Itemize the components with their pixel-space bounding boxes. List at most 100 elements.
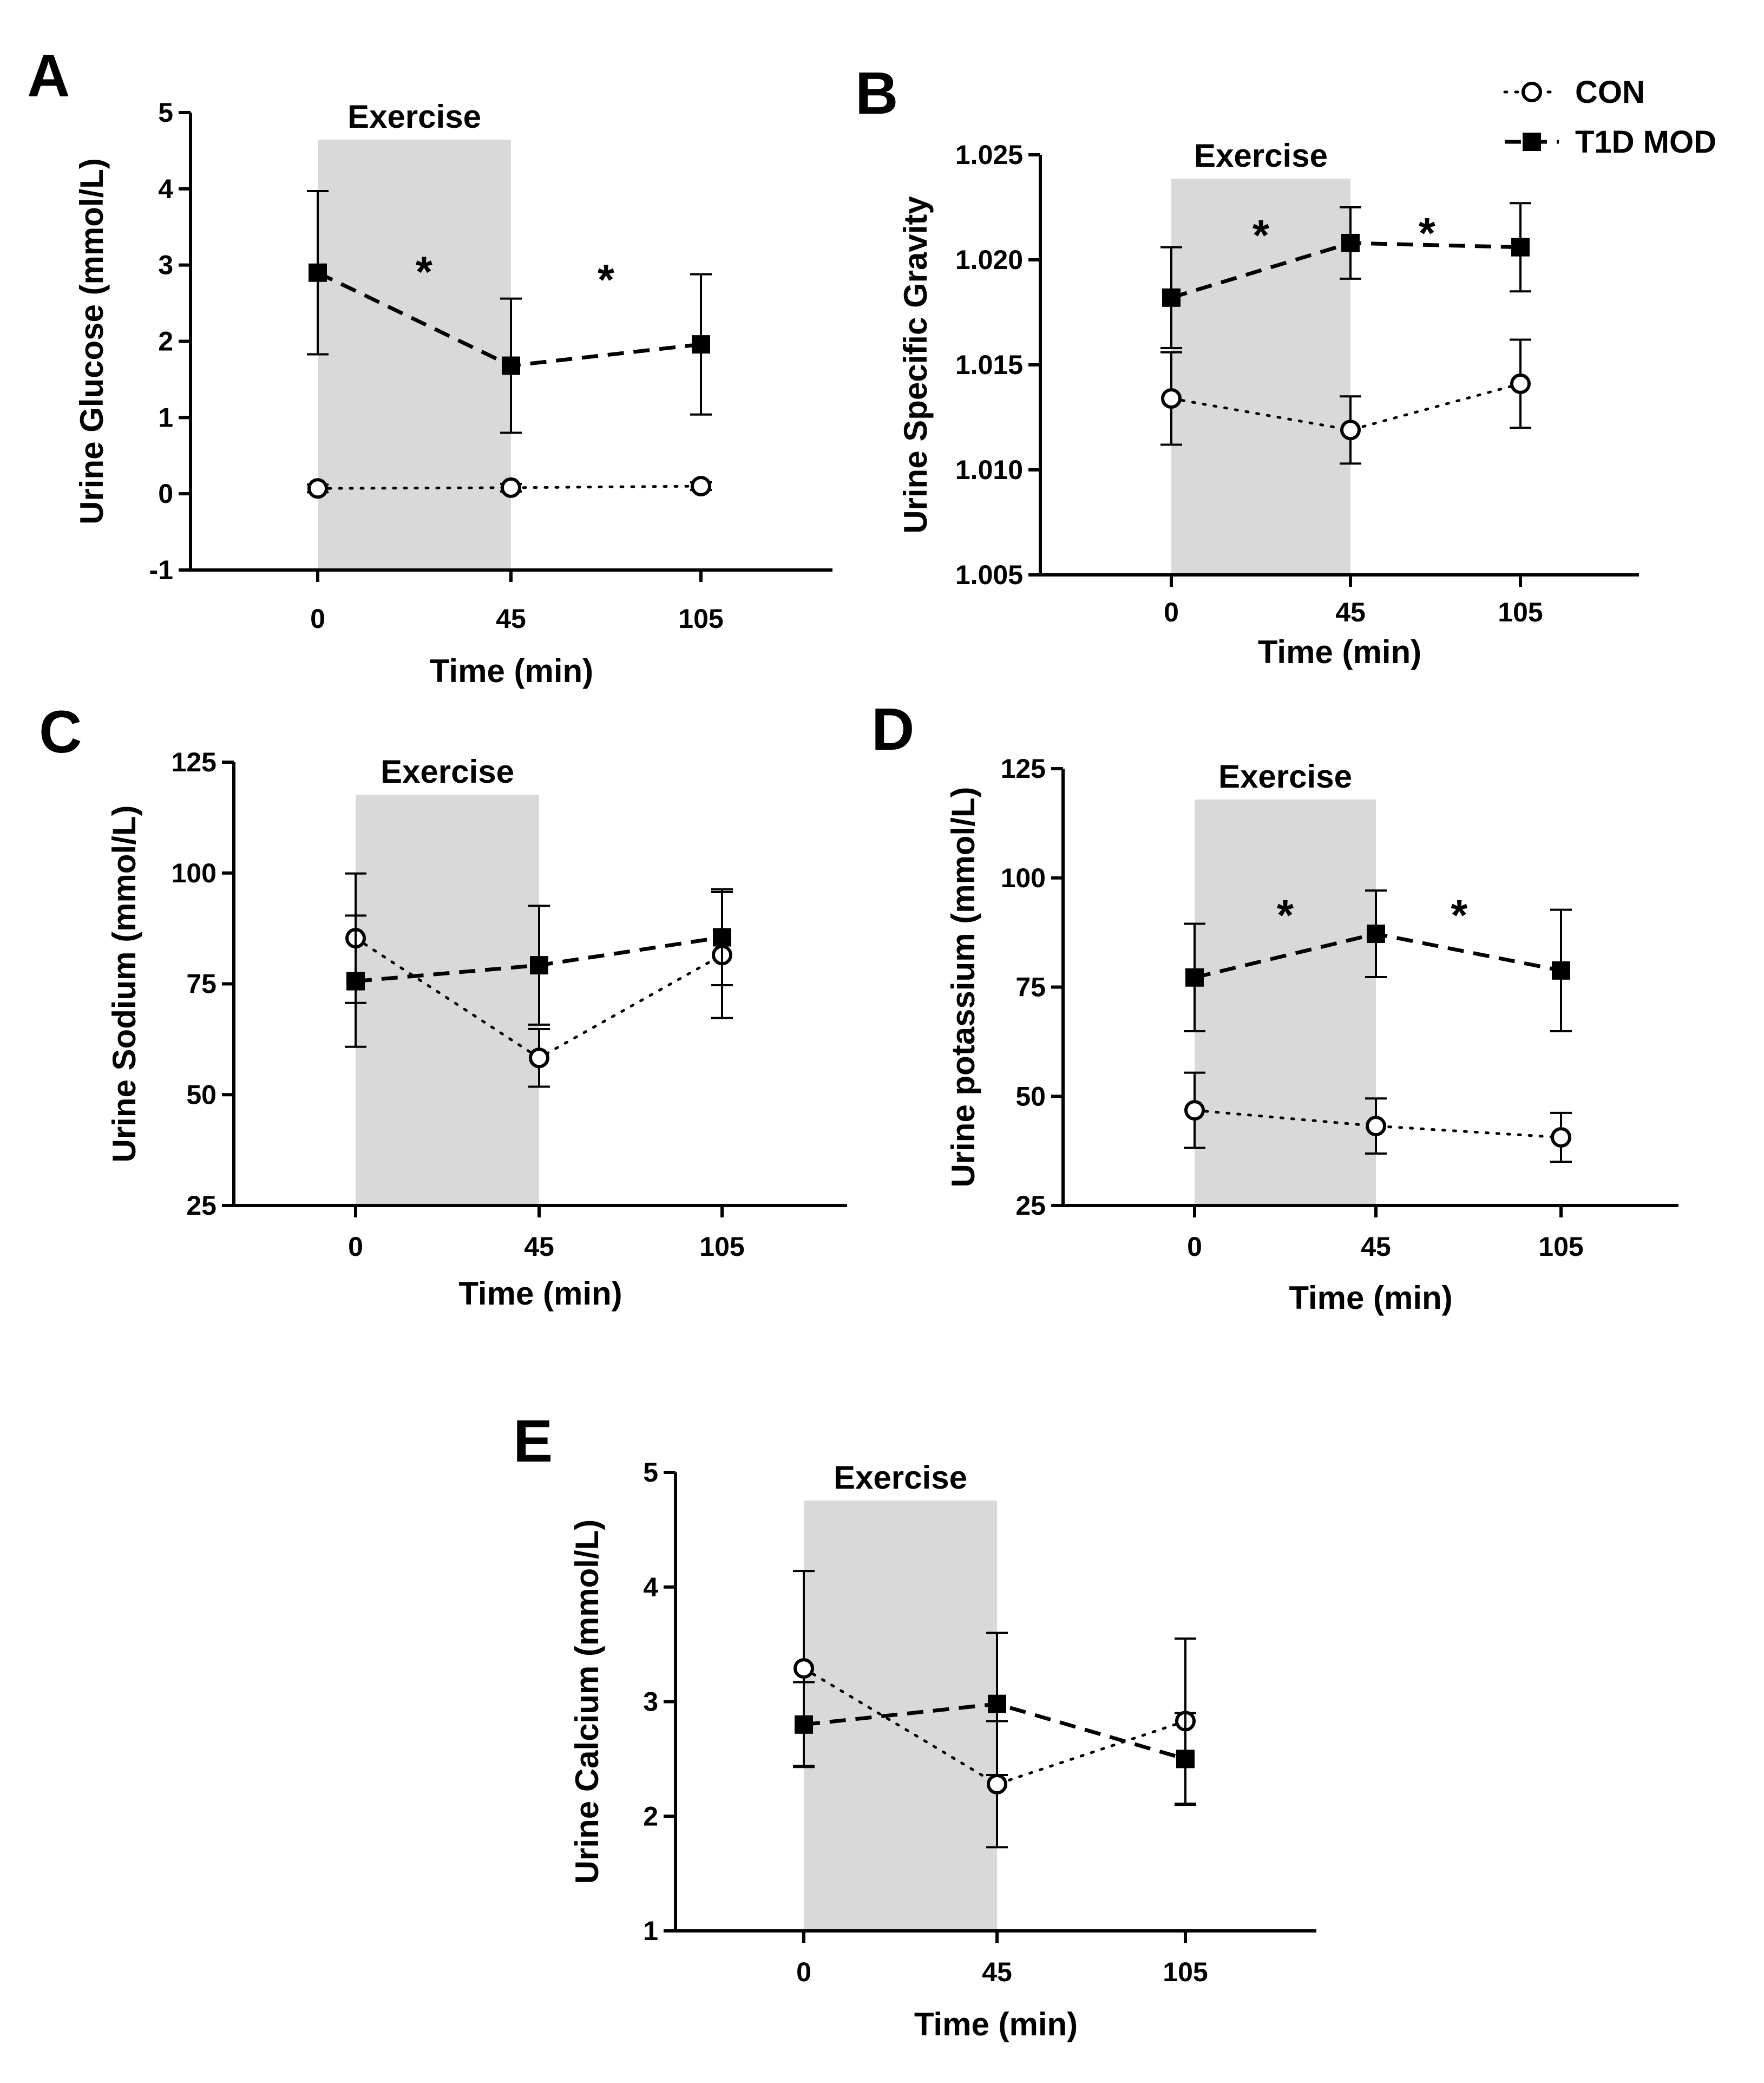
significance-asterisk: * (1419, 209, 1436, 257)
con-data-point (529, 1047, 549, 1069)
y-tick-label: 3 (158, 250, 173, 280)
panel-b: B Exercise 1.005 1.010 1.015 1.020 1.025 0 45 105… (855, 60, 1639, 670)
con-data-point (987, 1773, 1007, 1794)
con-data-point (1510, 373, 1531, 394)
con-data-point (1184, 1100, 1205, 1121)
legend: CON T1D MOD (1503, 75, 1716, 160)
exercise-label: Exercise (1218, 758, 1352, 795)
series-t1d-mod (1184, 889, 1572, 1033)
legend-con-marker (1522, 82, 1542, 102)
panel-letter-a: A (27, 43, 70, 109)
y-tick-label: 100 (172, 858, 217, 888)
x-axis-title: Time (min) (458, 1275, 622, 1312)
significance-asterisk: * (1277, 891, 1294, 939)
legend-item-con: CON (1503, 75, 1645, 110)
significance-asterisk: * (598, 256, 615, 304)
con-data-point (307, 478, 328, 499)
x-tick-label: 105 (1163, 1957, 1208, 1987)
y-axis-title: Urine Calcium (mmol/L) (569, 1519, 605, 1884)
t1d-mod-data-point (309, 263, 327, 282)
panel-c: C Exercise 25 50 75 100 125 0 45 105 Time (min) Uri… (39, 699, 847, 1312)
x-tick-label: 45 (1335, 597, 1366, 627)
y-tick-label: 1 (158, 402, 173, 433)
x-axis-title: Time (min) (430, 653, 593, 689)
t1d-mod-data-point (692, 335, 710, 354)
y-axis-title: Urine Specific Gravity (897, 196, 934, 534)
x-tick-label: 105 (1538, 1232, 1583, 1262)
panel-letter-b: B (855, 60, 898, 127)
t1d-mod-data-point (1552, 961, 1570, 980)
t1d-mod-data-point (1341, 233, 1360, 252)
exercise-shaded-region (1195, 800, 1376, 1206)
x-tick-label: 105 (678, 604, 723, 634)
y-tick-label: 2 (643, 1801, 658, 1831)
con-data-point (794, 1658, 814, 1679)
panel-d: D Exercise 25 50 75 100 125 0 45 105 Time (min) Uri… (871, 696, 1678, 1316)
x-axis-title: Time (min) (914, 2006, 1078, 2042)
con-data-point (1161, 388, 1182, 409)
exercise-shaded-region (318, 140, 511, 570)
exercise-label: Exercise (347, 99, 481, 135)
x-tick-label: 0 (1164, 597, 1179, 627)
y-axis-title: Urine potassium (mmol/L) (945, 787, 981, 1187)
exercise-shaded-region (356, 795, 539, 1206)
t1d-mod-data-point (502, 356, 520, 375)
x-tick-label: 105 (1498, 597, 1543, 627)
legend-t1d-mod-marker (1523, 133, 1541, 151)
y-tick-label: 75 (186, 969, 217, 999)
t1d-mod-data-point (1176, 1750, 1195, 1768)
y-tick-label: 1.025 (955, 140, 1023, 170)
panel-letter-d: D (871, 696, 914, 763)
series-t1d-mod (1160, 202, 1531, 349)
con-data-point (501, 477, 521, 498)
x-tick-label: 45 (524, 1232, 554, 1262)
con-data-point (1340, 420, 1361, 441)
x-tick-label: 45 (982, 1957, 1012, 1987)
x-tick-label: 45 (1361, 1232, 1391, 1262)
exercise-label: Exercise (381, 754, 514, 790)
significance-asterisk: * (1451, 891, 1468, 939)
t1d-mod-data-point (713, 928, 731, 947)
y-tick-label: 50 (1015, 1081, 1046, 1111)
x-tick-label: 0 (1187, 1232, 1202, 1262)
y-tick-label: 1.005 (955, 560, 1023, 590)
y-tick-label: 125 (172, 747, 217, 777)
t1d-mod-data-point (988, 1694, 1006, 1713)
panel-letter-c: C (39, 699, 82, 765)
y-tick-label: 5 (643, 1457, 658, 1488)
y-tick-label: 0 (158, 479, 173, 509)
exercise-shaded-region (804, 1501, 997, 1931)
t1d-mod-data-point (795, 1715, 813, 1734)
y-axis-title: Urine Glucose (mmol/L) (74, 158, 110, 525)
x-tick-label: 45 (496, 604, 526, 634)
significance-asterisk: * (416, 248, 433, 296)
t1d-mod-data-point (530, 956, 548, 975)
y-tick-label: 1.020 (955, 245, 1023, 275)
x-tick-label: 0 (310, 604, 325, 634)
y-tick-label: 125 (1001, 754, 1046, 784)
y-tick-label: 1.015 (955, 350, 1023, 380)
t1d-mod-data-point (1367, 925, 1385, 944)
series-con (307, 476, 712, 499)
t1d-mod-data-point (1511, 238, 1530, 257)
y-tick-label: 1.010 (955, 455, 1023, 485)
y-tick-label: 25 (186, 1190, 217, 1221)
panel-letter-e: E (513, 1408, 553, 1475)
x-tick-label: 0 (796, 1957, 811, 1987)
con-series-line (316, 484, 703, 490)
y-tick-label: -1 (149, 555, 173, 585)
y-tick-label: 2 (158, 326, 173, 357)
legend-label-con: CON (1575, 75, 1645, 110)
y-tick-label: 3 (643, 1687, 658, 1717)
y-tick-label: 1 (643, 1916, 658, 1946)
y-tick-label: 5 (158, 97, 173, 128)
t1d-mod-data-point (346, 972, 365, 991)
con-data-point (1551, 1127, 1571, 1148)
legend-item-t1d-mod: T1D MOD (1505, 125, 1716, 160)
exercise-label: Exercise (834, 1459, 967, 1496)
exercise-label: Exercise (1194, 137, 1328, 174)
y-tick-label: 75 (1015, 972, 1046, 1003)
